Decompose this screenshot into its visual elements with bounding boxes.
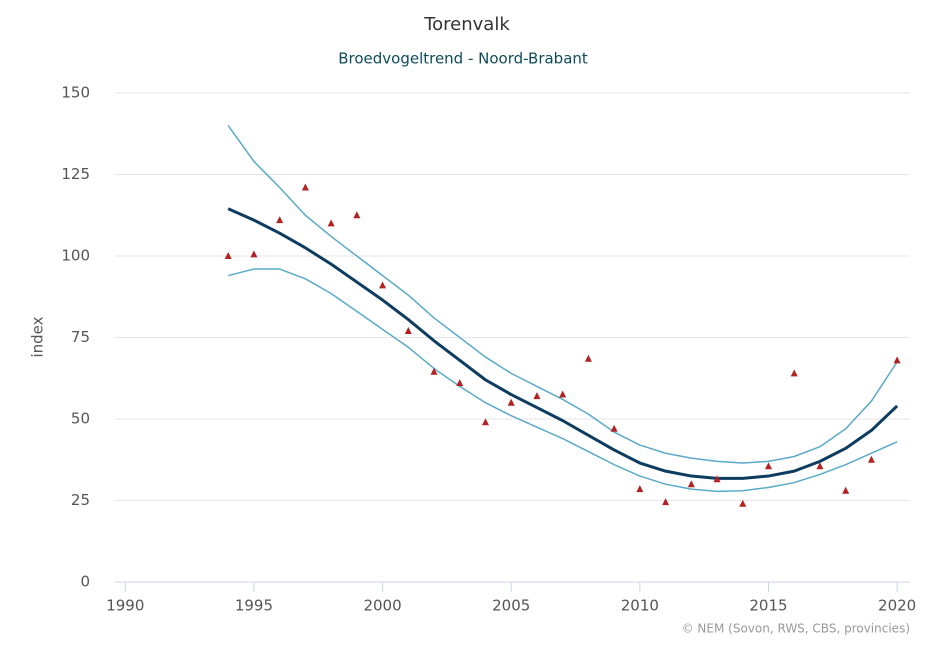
- y-tick-label: 75: [71, 328, 90, 346]
- data-point: [404, 326, 412, 334]
- chart-title: Torenvalk: [423, 14, 510, 35]
- data-point: [250, 250, 258, 258]
- data-point: [327, 219, 335, 227]
- x-tick-label: 2005: [492, 597, 530, 615]
- y-tick-label: 125: [61, 165, 90, 183]
- data-point: [662, 498, 670, 506]
- y-tick-label: 100: [61, 247, 90, 265]
- data-point: [584, 354, 592, 362]
- y-axis-label: index: [29, 316, 47, 357]
- chart-subtitle: Broedvogeltrend - Noord-Brabant: [338, 50, 588, 68]
- data-point: [867, 455, 875, 463]
- data-point: [764, 462, 772, 470]
- series-line: [227, 207, 899, 480]
- data-point: [353, 211, 361, 219]
- data-point: [507, 398, 515, 406]
- data-point: [687, 480, 695, 488]
- x-tick-label: 2010: [621, 597, 659, 615]
- x-tick-label: 2000: [363, 597, 401, 615]
- data-point: [842, 486, 850, 494]
- data-point: [816, 462, 824, 470]
- series-line: [228, 268, 898, 493]
- credits: © NEM (Sovon, RWS, CBS, provincies): [682, 622, 910, 636]
- x-tick-label: 1995: [235, 597, 273, 615]
- x-tick-label: 1990: [106, 597, 144, 615]
- data-point: [559, 390, 567, 398]
- y-tick-label: 25: [71, 491, 90, 509]
- data-point: [276, 216, 284, 224]
- series-line: [227, 125, 898, 464]
- y-tick-label: 0: [80, 573, 90, 591]
- data-point: [481, 418, 489, 426]
- y-tick-label: 150: [61, 84, 90, 102]
- data-point: [379, 281, 387, 289]
- data-point: [610, 424, 618, 432]
- data-point: [713, 475, 721, 483]
- x-tick-label: 2020: [878, 597, 916, 615]
- data-point: [533, 392, 541, 400]
- data-point: [636, 485, 644, 493]
- y-tick-label: 50: [71, 410, 90, 428]
- data-point: [893, 356, 901, 364]
- x-tick-label: 2015: [749, 597, 787, 615]
- data-point: [301, 183, 309, 191]
- data-point: [456, 379, 464, 387]
- data-point: [790, 369, 798, 377]
- data-point: [430, 367, 438, 375]
- data-point: [224, 252, 232, 259]
- data-point: [739, 499, 747, 507]
